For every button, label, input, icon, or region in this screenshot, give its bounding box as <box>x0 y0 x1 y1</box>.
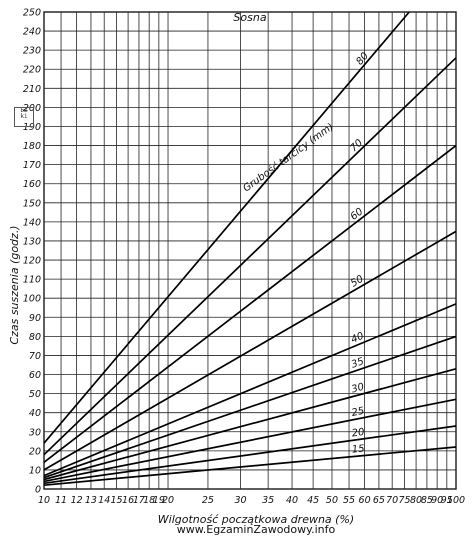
y-axis-label: Czas suszenia (godz.) <box>8 225 21 344</box>
y-tick-label: 70 <box>29 351 41 362</box>
y-tick-label: 230 <box>23 46 41 57</box>
series-label-60: 60 <box>349 206 366 222</box>
y-tick-label: 150 <box>23 198 41 209</box>
series-line-80 <box>43 11 410 444</box>
series-line-20 <box>43 425 457 485</box>
y-tick-label: 50 <box>29 389 41 400</box>
y-tick-label: 250 <box>23 8 41 19</box>
series-label-50: 50 <box>349 274 366 290</box>
x-tick-label: 14 <box>98 495 110 506</box>
x-tick-label: 30 <box>235 495 247 506</box>
x-tick-label: 75 <box>398 495 410 506</box>
x-tick-label: 65 <box>373 495 385 506</box>
series-lines <box>43 11 457 487</box>
series-label-40: 40 <box>350 331 366 346</box>
y-tick-label: 10 <box>29 465 41 476</box>
series-label-20: 20 <box>351 427 365 440</box>
series-line-30 <box>43 367 457 481</box>
x-tick-label: 10 <box>38 495 50 506</box>
x-tick-label: 12 <box>71 495 83 506</box>
y-tick-label: 200 <box>23 103 41 114</box>
x-tick-label: 95 <box>441 495 453 506</box>
x-tick-label: 25 <box>202 495 214 506</box>
series-line-15 <box>43 446 457 487</box>
series-labels: 15 20 25 30 35 40 50 60 70 80 <box>348 51 371 456</box>
series-line-70 <box>43 57 457 456</box>
y-tick-label: 220 <box>23 65 41 76</box>
stamp-logo: EZ ki <box>14 107 34 127</box>
x-tick-label: 100 <box>447 495 465 506</box>
series-line-50 <box>43 230 457 471</box>
y-tick-label: 130 <box>23 236 41 247</box>
x-tick-label: 70 <box>386 495 398 506</box>
y-tick-label: 40 <box>29 408 41 419</box>
watermark: www.EgzaminZawodowy.info <box>177 523 336 536</box>
x-tick-label: 35 <box>262 495 274 506</box>
x-tick-label: 19 <box>153 495 165 506</box>
x-tick-label: 80 <box>410 495 422 506</box>
x-tick-label: 55 <box>343 495 355 506</box>
y-tick-label: 80 <box>29 332 41 343</box>
series-label-30: 30 <box>350 382 365 396</box>
y-tick-label: 210 <box>23 84 41 95</box>
y-tick-label: 30 <box>29 427 41 438</box>
series-line-35 <box>43 335 457 479</box>
x-tick-label: 15 <box>111 495 123 506</box>
x-tick-label: 18 <box>143 495 155 506</box>
y-tick-label: 0 <box>35 485 41 496</box>
series-label-70: 70 <box>348 138 365 155</box>
y-tick-label: 20 <box>29 446 41 457</box>
series-label-15: 15 <box>351 444 365 456</box>
series-line-40 <box>43 303 457 477</box>
y-tick-label: 100 <box>23 294 41 305</box>
y-tick-label: 110 <box>23 275 41 286</box>
plot-frame <box>43 11 457 490</box>
y-tick-label: 120 <box>23 256 41 267</box>
y-tick-label: 140 <box>23 217 41 228</box>
series-label-25: 25 <box>351 406 366 419</box>
x-tick-label: 13 <box>85 495 97 506</box>
y-tick-label: 170 <box>23 160 41 171</box>
chart-title: Sosna <box>233 11 266 24</box>
x-tick-label: 60 <box>359 495 371 506</box>
x-tick-label: 50 <box>326 495 338 506</box>
series-line-25 <box>43 398 457 483</box>
series-line-60 <box>43 144 457 463</box>
x-axis-label: Wilgotność początkowa drewna (%) <box>158 513 354 526</box>
y-tick-label: 60 <box>29 370 41 381</box>
x-tick-label: 11 <box>55 495 67 506</box>
y-tick-label: 90 <box>29 313 41 324</box>
series-label-80: 80 <box>354 51 371 68</box>
x-tick-label: 16 <box>122 495 134 506</box>
x-tick-label: 90 <box>431 495 443 506</box>
series-label-35: 35 <box>350 356 366 371</box>
x-tick-label: 40 <box>286 495 298 506</box>
grid <box>43 11 457 490</box>
y-tick-label: 160 <box>23 179 41 190</box>
x-tick-label: 45 <box>307 495 319 506</box>
x-tick-label: 20 <box>162 495 174 506</box>
y-tick-label: 240 <box>23 27 41 38</box>
y-tick-label: 180 <box>23 141 41 152</box>
y-tick-label: 190 <box>23 122 41 133</box>
x-tick-label: 85 <box>421 495 433 506</box>
x-tick-label: 17 <box>133 495 145 506</box>
